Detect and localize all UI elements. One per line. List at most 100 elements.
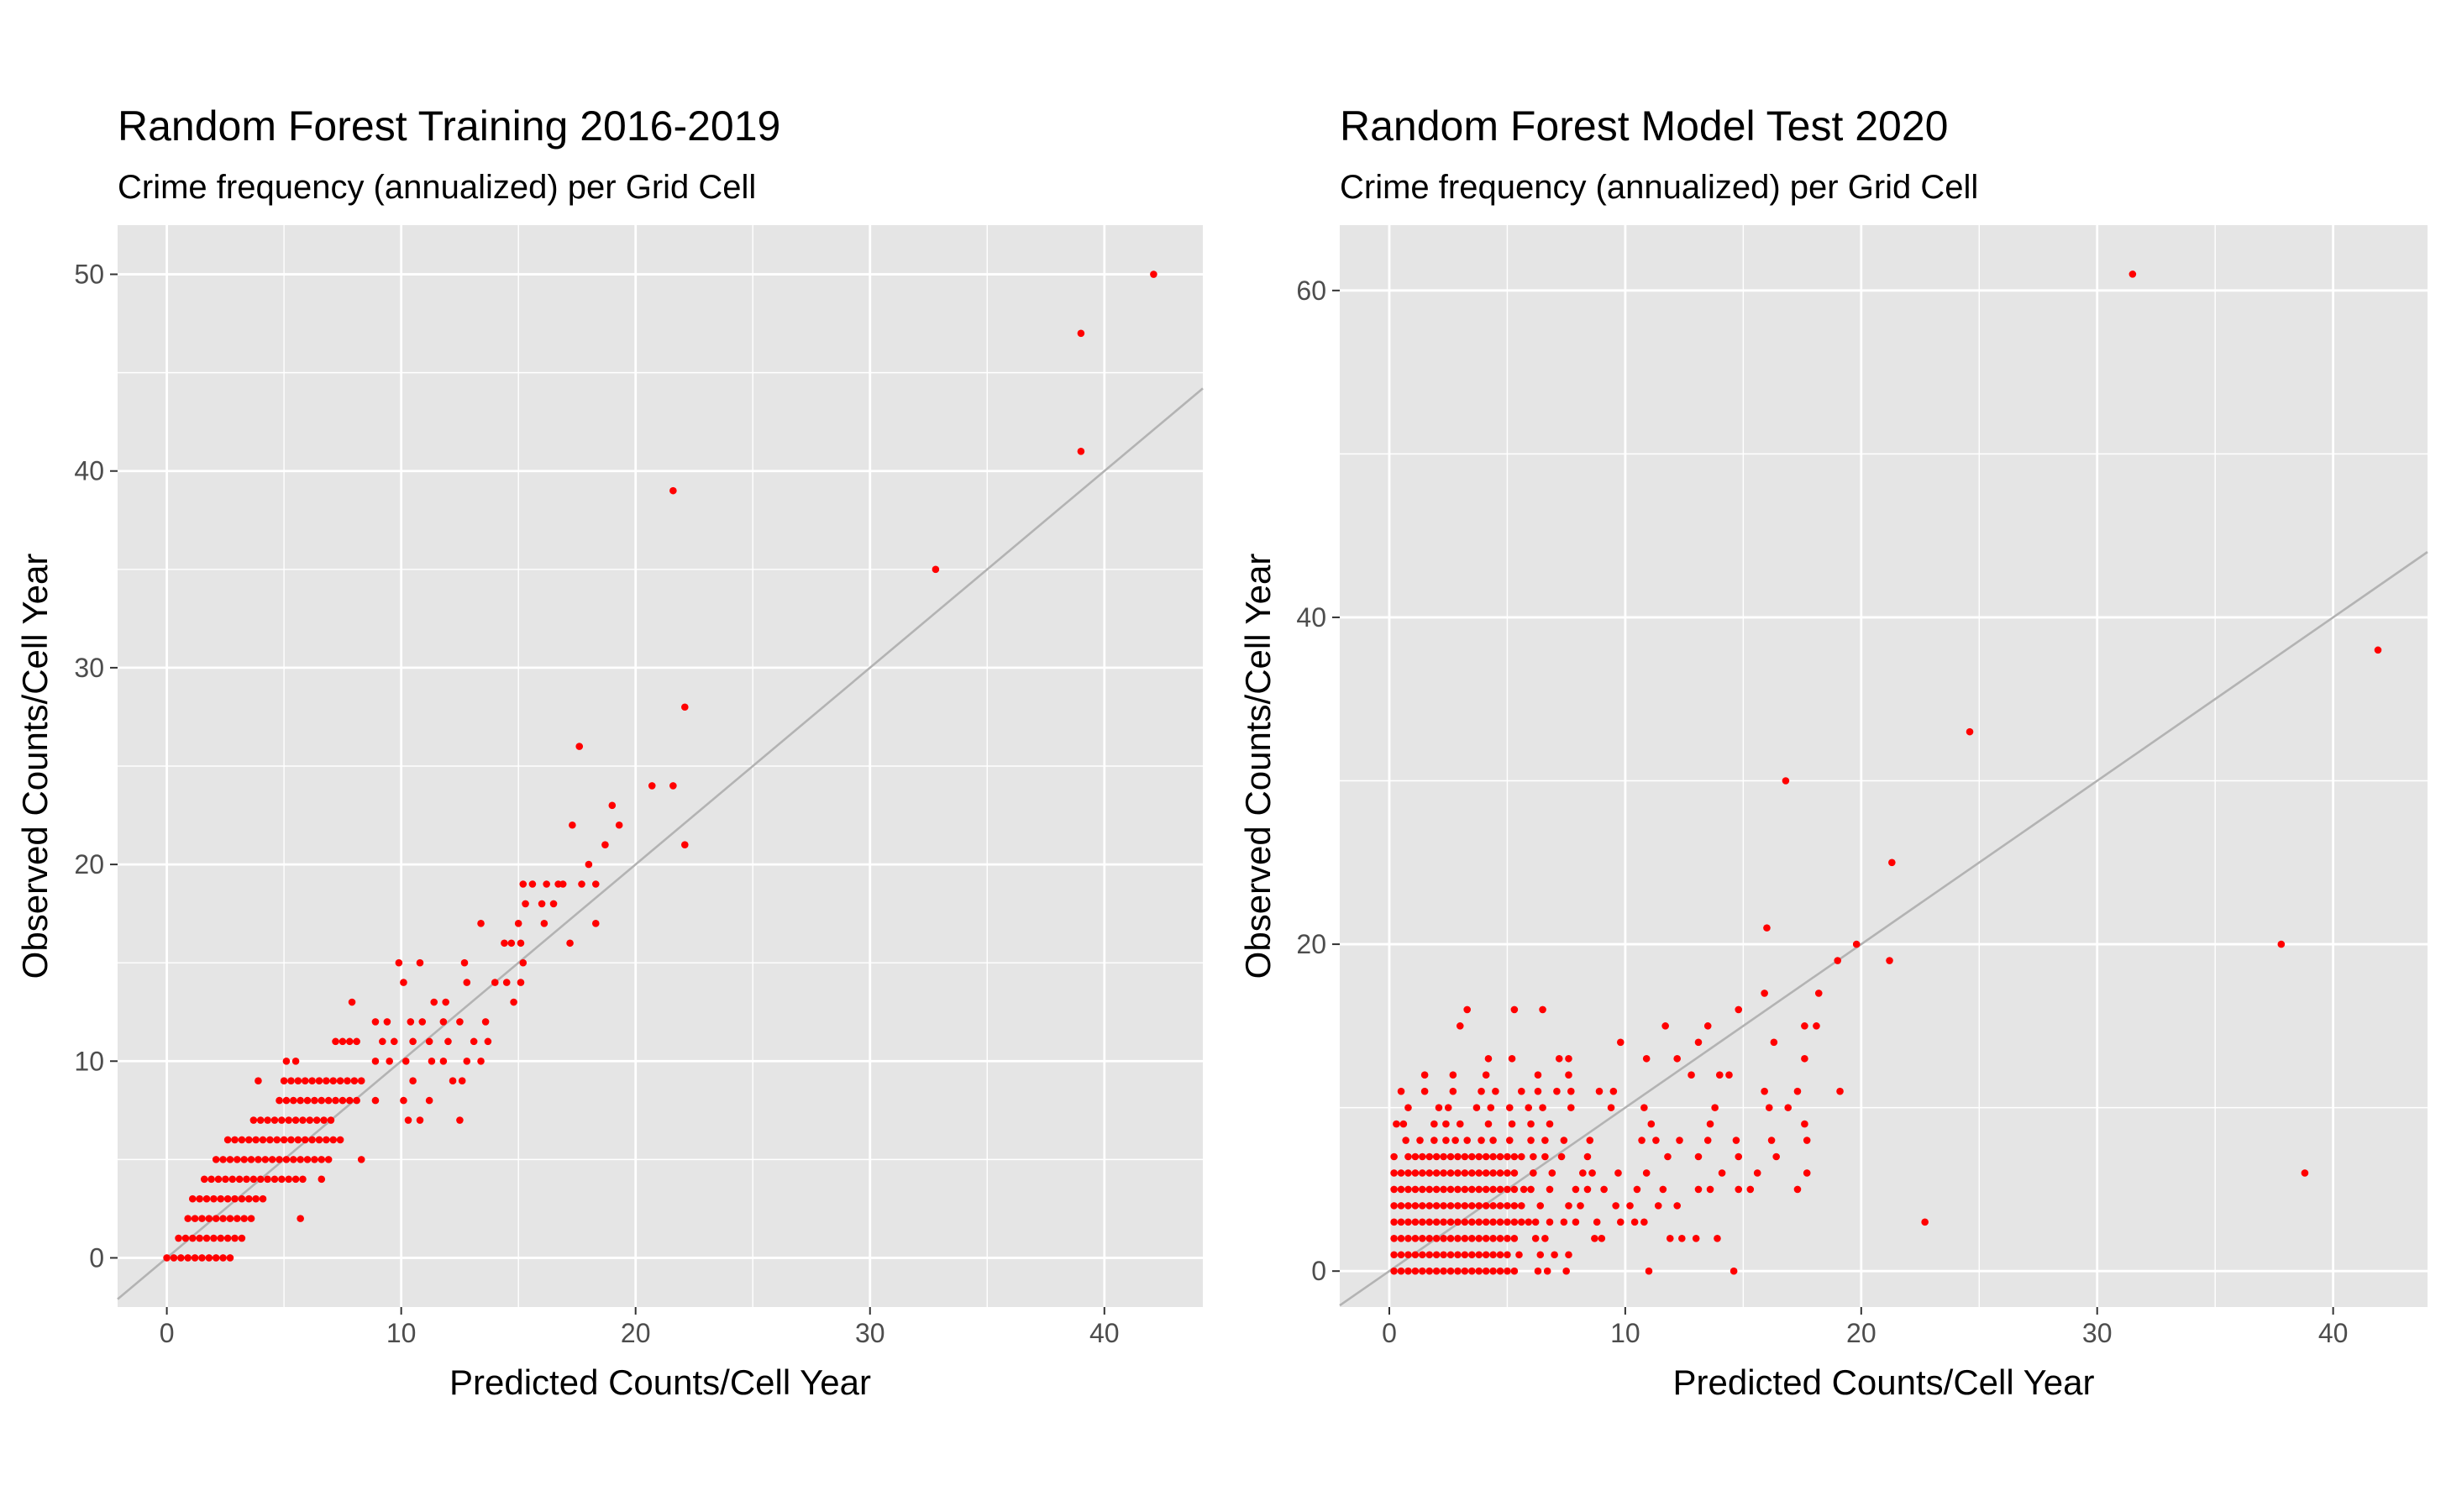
data-point	[1475, 1202, 1483, 1210]
data-point	[1565, 1202, 1572, 1210]
data-point	[1767, 1137, 1776, 1144]
data-point	[278, 1175, 286, 1184]
data-point	[416, 958, 424, 967]
data-point	[1588, 1169, 1596, 1177]
y-tick-label: 30	[74, 653, 104, 683]
data-point	[297, 1096, 304, 1105]
data-point	[1598, 1234, 1606, 1242]
data-point	[329, 1136, 338, 1144]
data-point	[1404, 1152, 1412, 1161]
data-point	[1404, 1234, 1412, 1242]
data-point	[1482, 1202, 1490, 1210]
data-point	[1504, 1251, 1511, 1259]
data-point	[1432, 1152, 1441, 1161]
data-point	[1591, 1234, 1598, 1242]
data-point	[1496, 1218, 1504, 1226]
data-point	[1419, 1169, 1426, 1177]
data-point	[519, 880, 528, 888]
data-point	[311, 1096, 318, 1105]
data-point	[538, 900, 546, 908]
data-point	[191, 1215, 199, 1222]
data-point	[353, 1096, 360, 1105]
data-point	[223, 1194, 232, 1203]
data-point	[345, 1037, 354, 1046]
data-point	[1803, 1137, 1811, 1144]
data-point	[1534, 1071, 1542, 1079]
data-point	[390, 1037, 398, 1046]
data-point	[1446, 1234, 1455, 1242]
data-point	[1419, 1251, 1426, 1259]
data-point	[1735, 1185, 1743, 1194]
data-point	[1763, 924, 1771, 932]
data-point	[1765, 1104, 1773, 1111]
data-point	[297, 1215, 304, 1222]
data-point	[1416, 1137, 1424, 1144]
data-point	[1586, 1137, 1594, 1144]
data-point	[1531, 1218, 1540, 1226]
data-point	[1489, 1251, 1497, 1259]
data-point	[323, 1136, 330, 1144]
data-point	[1456, 1022, 1464, 1030]
data-point	[1482, 1185, 1490, 1194]
data-point	[188, 1234, 197, 1242]
data-point	[1461, 1234, 1469, 1242]
data-point	[1510, 1267, 1519, 1275]
data-point	[1399, 1120, 1408, 1128]
data-point	[348, 998, 356, 1006]
data-point	[205, 1254, 213, 1262]
data-point	[306, 1116, 314, 1124]
data-point	[601, 841, 609, 848]
data-point	[1505, 1137, 1514, 1144]
data-point	[1652, 1137, 1660, 1144]
data-point	[1508, 1054, 1516, 1063]
data-point	[1440, 1267, 1447, 1275]
data-point	[1496, 1169, 1504, 1177]
data-point	[1678, 1234, 1686, 1242]
data-point	[324, 1096, 333, 1105]
data-point	[1510, 1169, 1519, 1177]
data-point	[615, 821, 623, 829]
y-tick-label: 50	[74, 260, 104, 290]
data-point	[249, 1116, 258, 1124]
data-point	[439, 1018, 448, 1026]
y-axis-title: Observed Counts/Cell Year	[15, 554, 55, 979]
data-point	[1616, 1218, 1625, 1226]
data-point	[1432, 1185, 1441, 1194]
data-point	[1551, 1251, 1558, 1259]
data-point	[1539, 1104, 1546, 1111]
data-point	[198, 1254, 206, 1262]
data-point	[1616, 1038, 1625, 1047]
data-point	[339, 1096, 347, 1105]
data-point	[1432, 1169, 1441, 1177]
data-point	[222, 1175, 229, 1184]
data-point	[1692, 1234, 1700, 1242]
data-point	[1706, 1120, 1714, 1128]
data-point	[1531, 1234, 1540, 1242]
data-point	[226, 1215, 234, 1222]
data-point	[329, 1077, 338, 1084]
data-point	[315, 1136, 323, 1144]
data-point	[1435, 1104, 1443, 1111]
data-point	[1461, 1185, 1469, 1194]
data-point	[1510, 1185, 1519, 1194]
data-point	[1572, 1185, 1580, 1194]
data-point	[1425, 1202, 1434, 1210]
data-point	[1536, 1251, 1545, 1259]
data-point	[1425, 1185, 1434, 1194]
data-point	[1496, 1152, 1504, 1161]
data-point	[1446, 1251, 1455, 1259]
data-point	[1484, 1120, 1493, 1128]
data-point	[289, 1156, 297, 1163]
data-point	[1525, 1218, 1533, 1226]
data-point	[1411, 1202, 1420, 1210]
data-point	[1478, 1087, 1485, 1095]
data-point	[1534, 1267, 1542, 1275]
data-point	[1504, 1185, 1511, 1194]
data-point	[1659, 1185, 1667, 1194]
reference-line	[117, 387, 1204, 1300]
data-point	[1404, 1185, 1412, 1194]
data-point	[608, 801, 617, 810]
data-point	[1397, 1218, 1405, 1226]
data-point	[1454, 1267, 1462, 1275]
data-point	[1411, 1169, 1420, 1177]
